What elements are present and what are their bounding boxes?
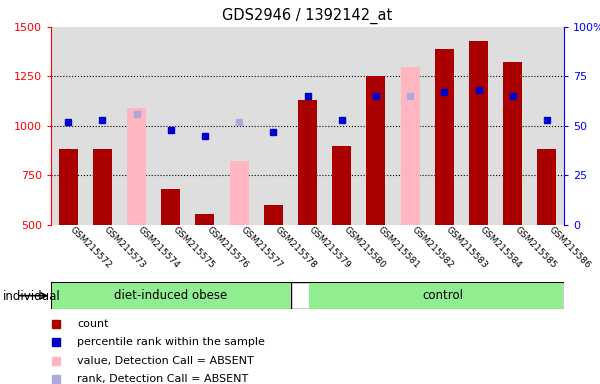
- Bar: [85, 27, 119, 225]
- Text: GSM215586: GSM215586: [547, 225, 592, 270]
- Text: diet-induced obese: diet-induced obese: [114, 289, 227, 302]
- Text: individual: individual: [3, 290, 61, 303]
- Bar: [264, 205, 283, 225]
- Bar: [256, 27, 290, 225]
- Bar: [435, 49, 454, 225]
- Text: GSM215581: GSM215581: [376, 225, 421, 270]
- Bar: [93, 149, 112, 225]
- Text: GSM215574: GSM215574: [137, 225, 182, 270]
- Text: rank, Detection Call = ABSENT: rank, Detection Call = ABSENT: [77, 374, 248, 384]
- Text: GSM215579: GSM215579: [308, 225, 353, 270]
- Bar: [230, 161, 248, 225]
- Text: GSM215577: GSM215577: [239, 225, 284, 270]
- Bar: [332, 146, 351, 225]
- Bar: [461, 27, 496, 225]
- Bar: [154, 27, 188, 225]
- Bar: [359, 27, 393, 225]
- Text: value, Detection Call = ABSENT: value, Detection Call = ABSENT: [77, 356, 254, 366]
- Bar: [538, 149, 556, 225]
- Bar: [325, 27, 359, 225]
- Title: GDS2946 / 1392142_at: GDS2946 / 1392142_at: [223, 8, 392, 24]
- Bar: [469, 41, 488, 225]
- Text: GSM215572: GSM215572: [68, 225, 113, 270]
- Bar: [309, 283, 563, 309]
- Bar: [401, 68, 419, 225]
- Bar: [367, 76, 385, 225]
- Text: GSM215578: GSM215578: [274, 225, 319, 270]
- Bar: [530, 27, 564, 225]
- Bar: [196, 214, 214, 225]
- Text: GSM215575: GSM215575: [171, 225, 216, 270]
- Text: GSM215585: GSM215585: [513, 225, 558, 270]
- Bar: [161, 189, 180, 225]
- Bar: [298, 100, 317, 225]
- Text: GSM215584: GSM215584: [479, 225, 524, 270]
- Bar: [393, 27, 427, 225]
- Text: percentile rank within the sample: percentile rank within the sample: [77, 338, 265, 348]
- Bar: [188, 27, 222, 225]
- Bar: [503, 63, 522, 225]
- Bar: [59, 149, 77, 225]
- Bar: [127, 108, 146, 225]
- Text: GSM215582: GSM215582: [410, 225, 455, 270]
- Text: GSM215573: GSM215573: [103, 225, 148, 270]
- Bar: [51, 27, 85, 225]
- Text: GSM215583: GSM215583: [445, 225, 490, 270]
- Text: GSM215580: GSM215580: [342, 225, 387, 270]
- Text: count: count: [77, 319, 109, 329]
- Bar: [119, 27, 154, 225]
- Text: control: control: [422, 289, 463, 302]
- Bar: [290, 27, 325, 225]
- Bar: [427, 27, 461, 225]
- Bar: [222, 27, 256, 225]
- Bar: [496, 27, 530, 225]
- Text: GSM215576: GSM215576: [205, 225, 250, 270]
- Bar: [52, 283, 290, 309]
